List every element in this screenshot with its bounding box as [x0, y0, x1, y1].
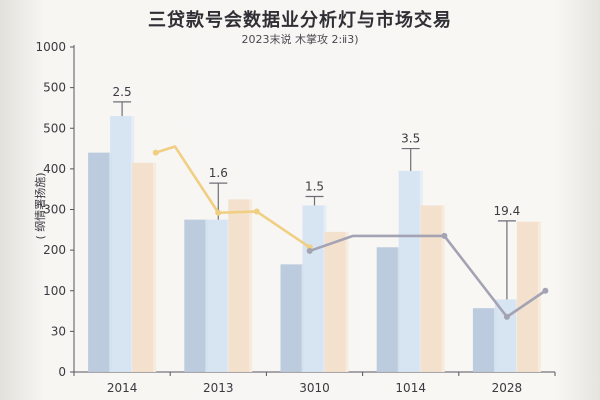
trend-point [152, 149, 159, 156]
data-label: 3.5 [401, 132, 420, 146]
x-tick-label: 1014 [395, 381, 426, 395]
trend-point [306, 247, 313, 254]
x-tick-label: 3010 [299, 381, 330, 395]
y-tick-label: 500 [43, 81, 66, 95]
x-tick-label: 2028 [492, 381, 523, 395]
bar [184, 219, 209, 372]
y-tick-label: 300 [43, 203, 66, 217]
trend-point [441, 232, 448, 239]
trend-point [542, 287, 549, 294]
data-labels: 2.5 1.6 1.5 3.5 19.4 [113, 85, 521, 218]
bar-marks [88, 116, 541, 372]
error-bars [113, 101, 516, 300]
y-tick-label: 1000 [35, 40, 66, 54]
trend-point [503, 313, 510, 320]
bar [324, 231, 349, 372]
bar-highlight [249, 199, 253, 372]
y-axis-label: ( 纲情署扬施) [33, 172, 47, 239]
y-tick-label: 200 [43, 243, 66, 257]
data-label: 19.4 [494, 204, 521, 218]
bar [280, 264, 305, 372]
trend-point [215, 209, 222, 216]
bar-highlight [537, 221, 541, 372]
chart-subtitle: 2023末说 木掌攻 2:ⅱ3) [241, 33, 359, 46]
bar-highlight [441, 205, 445, 372]
bar-highlight [153, 162, 157, 372]
bar-highlight [345, 231, 349, 372]
data-label: 1.5 [305, 180, 324, 194]
bar [228, 199, 253, 372]
x-tick-label: 2013 [203, 381, 234, 395]
bar [206, 219, 231, 372]
bar [376, 247, 401, 372]
chart-title: 三贷款号会数据业分析灯与市场交易 [148, 10, 452, 31]
x-tick-label: 2014 [107, 381, 138, 395]
bar [132, 162, 157, 372]
trend-lines [152, 145, 549, 320]
bar [472, 308, 497, 372]
bar [110, 116, 135, 372]
data-label: 2.5 [113, 85, 132, 99]
y-tick-label: 400 [43, 162, 66, 176]
y-tick-label: 30 [51, 324, 66, 338]
bar [302, 205, 327, 372]
tick-labels: 0 30 100 200 300 400 500 500 1000 2014 2013 3010 101… [35, 40, 522, 395]
bar [88, 152, 113, 372]
data-label: 1.6 [209, 166, 228, 180]
trend-point [253, 208, 260, 215]
y-tick-label: 100 [43, 284, 66, 298]
bar [398, 170, 423, 372]
y-tick-label: 500 [43, 121, 66, 135]
y-tick-label: 0 [58, 365, 66, 379]
bar [420, 205, 445, 372]
